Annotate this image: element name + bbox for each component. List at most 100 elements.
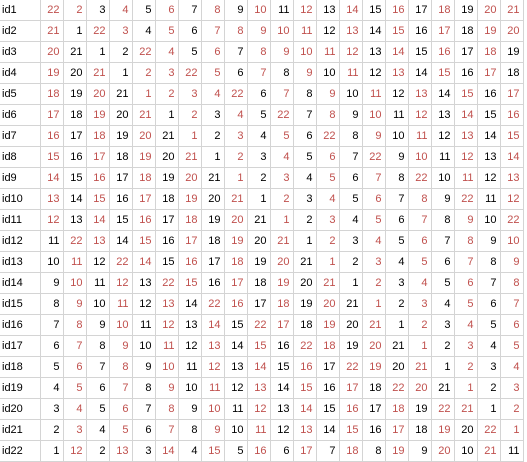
value-cell[interactable]: 17 — [293, 440, 317, 462]
value-cell[interactable]: 3 — [431, 314, 455, 336]
value-cell[interactable]: 18 — [454, 20, 478, 42]
value-cell[interactable]: 2 — [339, 251, 363, 273]
value-cell[interactable]: 10 — [63, 272, 87, 294]
value-cell[interactable]: 10 — [293, 41, 317, 63]
value-cell[interactable]: 1 — [477, 398, 501, 420]
value-cell[interactable]: 19 — [247, 251, 271, 273]
row-id-cell[interactable]: id4 — [0, 62, 41, 84]
value-cell[interactable]: 8 — [178, 419, 202, 441]
value-cell[interactable]: 7 — [40, 314, 64, 336]
value-cell[interactable]: 19 — [500, 41, 524, 63]
value-cell[interactable]: 5 — [408, 251, 432, 273]
value-cell[interactable]: 18 — [270, 293, 294, 315]
value-cell[interactable]: 3 — [155, 62, 179, 84]
value-cell[interactable]: 2 — [201, 125, 225, 147]
value-cell[interactable]: 14 — [408, 62, 432, 84]
value-cell[interactable]: 10 — [178, 377, 202, 399]
value-cell[interactable]: 20 — [477, 0, 501, 21]
value-cell[interactable]: 22 — [339, 356, 363, 378]
value-cell[interactable]: 4 — [178, 440, 202, 462]
value-cell[interactable]: 11 — [431, 146, 455, 168]
value-cell[interactable]: 6 — [339, 167, 363, 189]
value-cell[interactable]: 20 — [247, 230, 271, 252]
value-cell[interactable]: 22 — [408, 167, 432, 189]
row-id-cell[interactable]: id15 — [0, 293, 41, 315]
value-cell[interactable]: 5 — [477, 314, 501, 336]
value-cell[interactable]: 3 — [270, 167, 294, 189]
value-cell[interactable]: 13 — [408, 83, 432, 105]
value-cell[interactable]: 16 — [40, 125, 64, 147]
value-cell[interactable]: 18 — [500, 62, 524, 84]
value-cell[interactable]: 15 — [339, 419, 363, 441]
value-cell[interactable]: 3 — [454, 335, 478, 357]
value-cell[interactable]: 19 — [63, 83, 87, 105]
value-cell[interactable]: 4 — [247, 125, 271, 147]
value-cell[interactable]: 18 — [408, 419, 432, 441]
value-cell[interactable]: 7 — [247, 62, 271, 84]
value-cell[interactable]: 4 — [500, 356, 524, 378]
value-cell[interactable]: 22 — [477, 419, 501, 441]
value-cell[interactable]: 20 — [270, 251, 294, 273]
value-cell[interactable]: 7 — [63, 335, 87, 357]
value-cell[interactable]: 19 — [224, 230, 248, 252]
value-cell[interactable]: 13 — [339, 20, 363, 42]
value-cell[interactable]: 16 — [431, 41, 455, 63]
value-cell[interactable]: 8 — [408, 188, 432, 210]
value-cell[interactable]: 8 — [247, 41, 271, 63]
value-cell[interactable]: 15 — [454, 83, 478, 105]
value-cell[interactable]: 8 — [63, 314, 87, 336]
value-cell[interactable]: 14 — [109, 230, 133, 252]
value-cell[interactable]: 16 — [109, 188, 133, 210]
value-cell[interactable]: 10 — [270, 20, 294, 42]
value-cell[interactable]: 1 — [109, 62, 133, 84]
value-cell[interactable]: 9 — [293, 62, 317, 84]
value-cell[interactable]: 12 — [362, 62, 386, 84]
value-cell[interactable]: 13 — [155, 293, 179, 315]
value-cell[interactable]: 4 — [477, 335, 501, 357]
value-cell[interactable]: 14 — [201, 314, 225, 336]
value-cell[interactable]: 10 — [362, 104, 386, 126]
value-cell[interactable]: 5 — [362, 209, 386, 231]
value-cell[interactable]: 13 — [247, 377, 271, 399]
value-cell[interactable]: 1 — [201, 146, 225, 168]
value-cell[interactable]: 13 — [40, 188, 64, 210]
value-cell[interactable]: 10 — [40, 251, 64, 273]
row-id-cell[interactable]: id8 — [0, 146, 41, 168]
value-cell[interactable]: 1 — [178, 125, 202, 147]
value-cell[interactable]: 18 — [40, 83, 64, 105]
value-cell[interactable]: 18 — [86, 125, 110, 147]
value-cell[interactable]: 17 — [109, 167, 133, 189]
value-cell[interactable]: 17 — [477, 62, 501, 84]
value-cell[interactable]: 14 — [316, 419, 340, 441]
value-cell[interactable]: 12 — [316, 20, 340, 42]
value-cell[interactable]: 8 — [201, 0, 225, 21]
value-cell[interactable]: 6 — [431, 251, 455, 273]
value-cell[interactable]: 15 — [431, 62, 455, 84]
value-cell[interactable]: 22 — [454, 188, 478, 210]
value-cell[interactable]: 6 — [408, 230, 432, 252]
value-cell[interactable]: 4 — [40, 377, 64, 399]
value-cell[interactable]: 14 — [178, 293, 202, 315]
value-cell[interactable]: 1 — [362, 293, 386, 315]
value-cell[interactable]: 16 — [178, 251, 202, 273]
value-cell[interactable]: 19 — [454, 0, 478, 21]
value-cell[interactable]: 16 — [270, 335, 294, 357]
value-cell[interactable]: 2 — [385, 293, 409, 315]
row-id-cell[interactable]: id12 — [0, 230, 41, 252]
value-cell[interactable]: 8 — [385, 167, 409, 189]
value-cell[interactable]: 9 — [201, 419, 225, 441]
value-cell[interactable]: 13 — [293, 419, 317, 441]
value-cell[interactable]: 9 — [431, 188, 455, 210]
value-cell[interactable]: 12 — [293, 0, 317, 21]
value-cell[interactable]: 9 — [63, 293, 87, 315]
value-cell[interactable]: 15 — [155, 251, 179, 273]
value-cell[interactable]: 12 — [63, 440, 87, 462]
value-cell[interactable]: 11 — [362, 83, 386, 105]
value-cell[interactable]: 9 — [500, 251, 524, 273]
row-id-cell[interactable]: id18 — [0, 356, 41, 378]
value-cell[interactable]: 11 — [293, 20, 317, 42]
value-cell[interactable]: 8 — [40, 293, 64, 315]
value-cell[interactable]: 16 — [316, 377, 340, 399]
value-cell[interactable]: 14 — [362, 20, 386, 42]
value-cell[interactable]: 1 — [316, 251, 340, 273]
